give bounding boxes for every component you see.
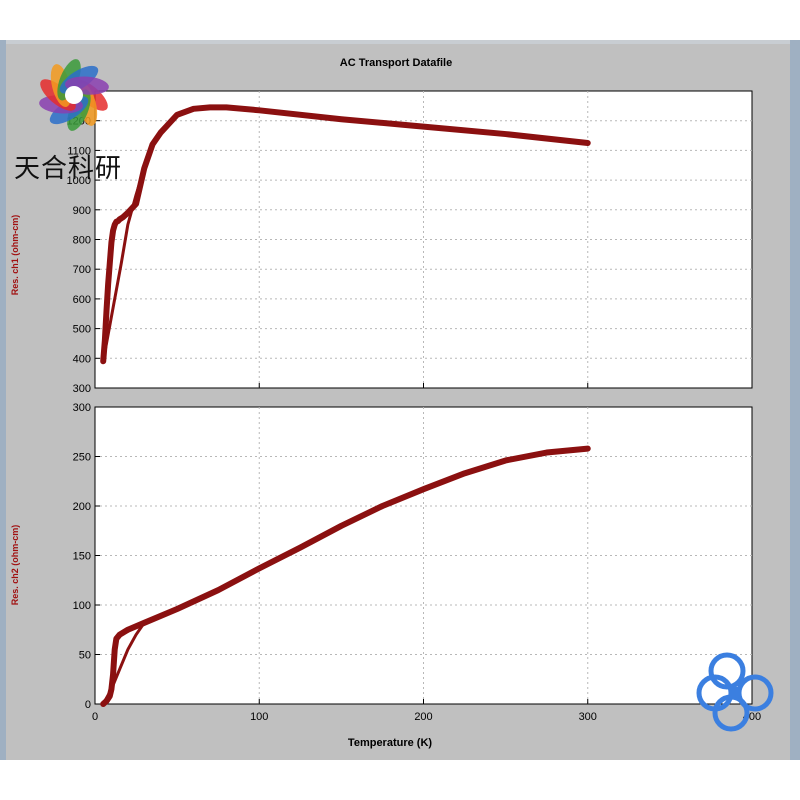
y-axis-label-ch1: Res. ch1 (ohm-cm): [10, 215, 20, 296]
x-axis-label: Temperature (K): [348, 737, 432, 749]
y-tick-label: 600: [73, 294, 91, 306]
series-line: [101, 621, 146, 706]
y-tick-label: 200: [73, 501, 91, 513]
y-tick-label: 50: [79, 650, 91, 662]
window-right-border: [790, 40, 800, 760]
series-line: [101, 142, 154, 363]
y-tick-label: 100: [73, 600, 91, 612]
y-tick-label: 300: [73, 402, 91, 414]
y-tick-label: 500: [73, 324, 91, 336]
watermark-text: 天合科研: [14, 154, 123, 184]
y-tick-label: 0: [85, 699, 91, 711]
chart-title: AC Transport Datafile: [340, 57, 452, 69]
x-tick-label: 100: [250, 711, 268, 723]
y-tick-label: 1000: [67, 175, 91, 187]
y-tick-label: 250: [73, 452, 91, 464]
corner-square: [729, 687, 741, 699]
window-left-border: [0, 40, 6, 760]
y-tick-label: 900: [73, 205, 91, 217]
x-tick-label: 300: [579, 711, 597, 723]
y-axis-label-ch2: Res. ch2 (ohm-cm): [10, 525, 20, 606]
plot-top: 300400500600700800900100011001200 Res. c…: [10, 90, 753, 395]
logo-center: [65, 86, 83, 104]
corner-watermark-icon: [696, 652, 774, 732]
plot-top-area: [94, 90, 753, 389]
y-tick-label: 150: [73, 551, 91, 563]
y-tick-label: 800: [73, 235, 91, 247]
watermark-logo-icon: [39, 59, 109, 131]
plot-bottom-series: [100, 445, 591, 707]
corner-ring: [708, 652, 746, 690]
y-tick-label: 400: [73, 353, 91, 365]
x-tick-label: 0: [92, 711, 98, 723]
y-tick-label: 300: [73, 383, 91, 395]
y-tick-label: 1100: [67, 145, 91, 157]
plot-bottom-area: [94, 406, 753, 705]
plot-top-series: [100, 104, 591, 365]
x-tick-label: 200: [414, 711, 432, 723]
plot-top-ticks: 300400500600700800900100011001200: [67, 116, 753, 395]
y-tick-label: 700: [73, 264, 91, 276]
